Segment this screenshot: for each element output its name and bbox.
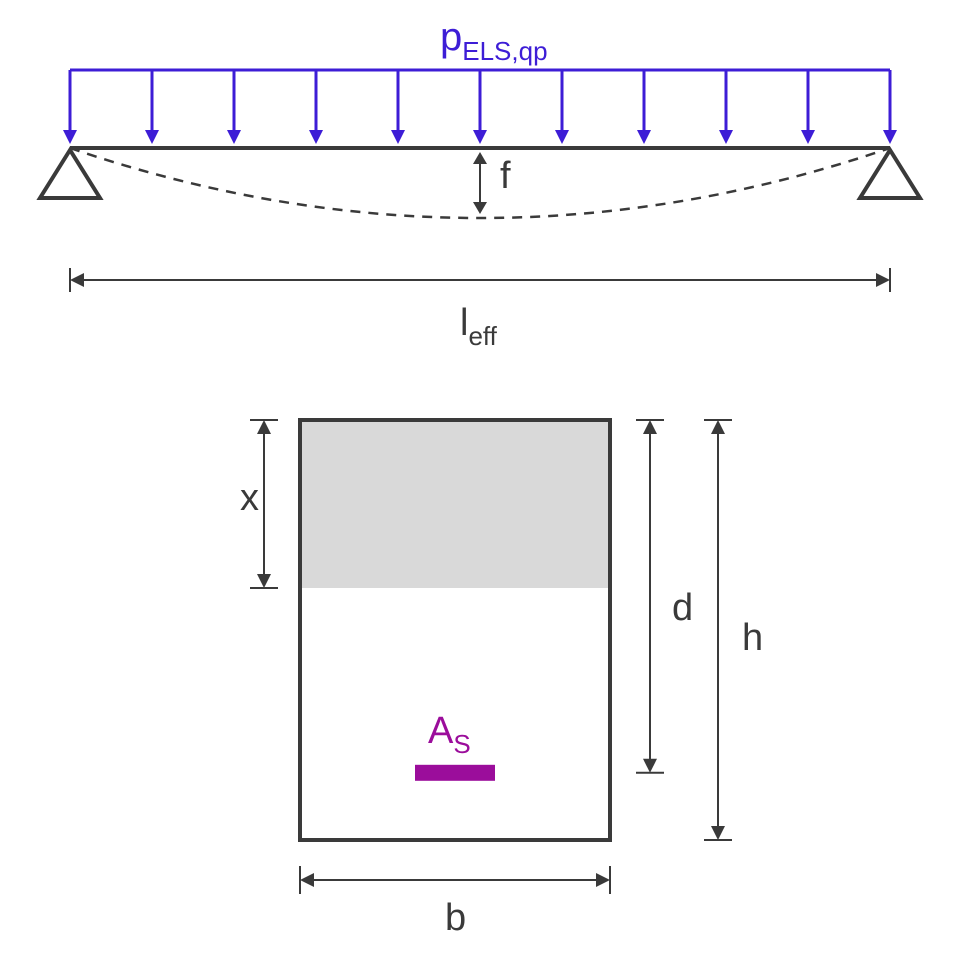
b-label: b [445,897,466,939]
rebar [415,765,495,781]
d-label: d [672,587,693,629]
compression-zone [300,420,610,588]
f-label: f [500,155,511,197]
h-label: h [742,617,763,659]
x-label: x [240,477,259,519]
